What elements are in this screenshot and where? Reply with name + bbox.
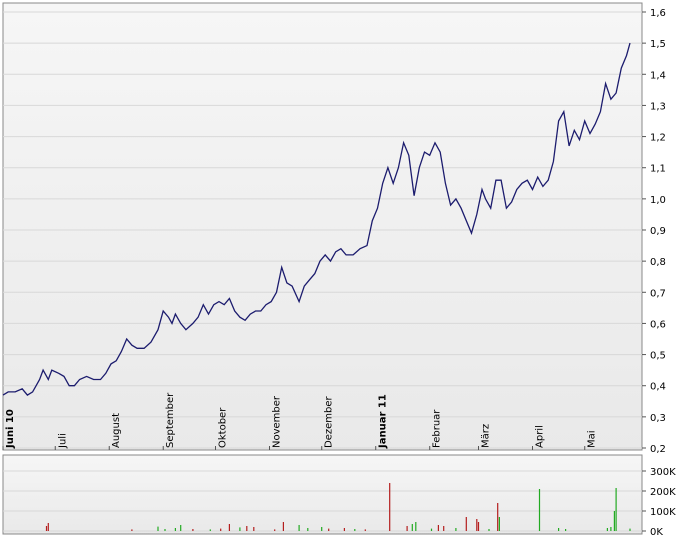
volume-bar — [282, 522, 284, 531]
price-x-tick-label: Mai — [587, 430, 598, 448]
volume-bar — [131, 529, 133, 531]
price-y-tick-label: 0,2 — [650, 444, 666, 455]
volume-bar — [613, 511, 615, 531]
price-grid — [3, 11, 642, 449]
volume-bar — [465, 517, 467, 531]
volume-bar — [321, 527, 323, 531]
price-panel: 0,2 0,3 0,4 0,5 0,6 0,7 0,8 0,9 1,0 1,1 1,2 1,3 1,4 1… — [2, 2, 666, 455]
price-x-tick-label: Juli — [57, 433, 68, 449]
volume-bar — [615, 488, 617, 531]
volume-bar — [411, 524, 413, 531]
volume-bar — [558, 528, 560, 531]
volume-bar — [253, 527, 255, 531]
price-x-tick-label: Juni 10 — [5, 409, 16, 449]
price-y-tick-label: 0,4 — [650, 382, 666, 393]
price-y-tick-label: 1,4 — [650, 70, 666, 81]
volume-bar — [343, 528, 345, 531]
volume-bar — [328, 528, 330, 531]
volume-bar — [406, 526, 408, 531]
price-y-tick-label: 0,8 — [650, 257, 666, 268]
volume-bar — [228, 524, 230, 531]
price-plot-area — [2, 2, 643, 451]
price-x-tick-label: März — [481, 424, 492, 448]
volume-y-tick-label: 100K — [650, 507, 676, 518]
price-y-tick-label: 1,0 — [650, 195, 666, 206]
volume-bar — [565, 529, 567, 531]
volume-bar — [415, 522, 417, 531]
price-y-tick-label: 0,9 — [650, 226, 666, 237]
volume-bar — [606, 528, 608, 531]
volume-plot-area — [2, 454, 643, 535]
volume-bar — [45, 526, 48, 531]
volume-bar — [497, 503, 499, 531]
price-x-tick-label: August — [111, 413, 122, 448]
volume-bar — [307, 528, 309, 531]
price-y-tick-label: 0,6 — [650, 319, 666, 330]
volume-bar — [192, 529, 194, 531]
volume-bar — [157, 526, 159, 531]
volume-bar — [488, 529, 490, 531]
volume-grid — [3, 470, 642, 532]
price-y-tick-label: 0,5 — [650, 351, 666, 362]
volume-bar — [209, 529, 211, 531]
volume-bar — [430, 528, 433, 531]
volume-bar — [298, 525, 300, 531]
price-y-tick-label: 1,3 — [650, 101, 666, 112]
price-y-axis: 0,2 0,3 0,4 0,5 0,6 0,7 0,8 0,9 1,0 1,1 1,2 1,3 1,4 1… — [642, 8, 666, 455]
volume-bar — [239, 527, 241, 531]
volume-bar — [476, 519, 478, 531]
volume-bar — [364, 529, 366, 531]
price-x-axis: Juni 10 Juli August September Oktober Novembe… — [2, 392, 598, 450]
price-y-tick-label: 1,5 — [650, 39, 666, 50]
price-x-tick-label: Oktober — [217, 407, 228, 448]
volume-bars — [45, 483, 631, 531]
volume-bar — [180, 525, 182, 531]
volume-bar — [498, 517, 500, 531]
volume-y-tick-label: 0K — [650, 527, 663, 538]
price-x-tick-label: Dezember — [324, 396, 335, 448]
price-y-tick-label: 0,7 — [650, 288, 666, 299]
price-y-tick-label: 0,3 — [650, 413, 666, 424]
price-x-tick-label: Januar 11 — [378, 394, 389, 449]
volume-bar — [164, 529, 166, 531]
price-x-tick-label: November — [271, 395, 282, 448]
volume-y-tick-label: 300K — [650, 467, 676, 478]
volume-bar — [274, 529, 276, 531]
volume-y-tick-label: 200K — [650, 487, 676, 498]
volume-bar — [47, 523, 49, 531]
price-line — [2, 42, 631, 396]
volume-bar — [437, 525, 439, 531]
price-y-tick-label: 1,2 — [650, 133, 666, 144]
volume-bar — [389, 483, 391, 531]
price-x-tick-label: September — [165, 392, 176, 448]
volume-bar — [629, 528, 631, 531]
volume-bar — [455, 528, 457, 531]
price-y-tick-label: 1,6 — [650, 8, 666, 19]
volume-panel: 0K 100K 200K 300K — [2, 454, 676, 538]
volume-bar — [443, 526, 445, 531]
price-x-tick-label: April — [534, 425, 545, 448]
volume-bar — [246, 526, 248, 531]
volume-bar — [477, 522, 480, 531]
volume-y-axis: 0K 100K 200K 300K — [642, 467, 676, 538]
price-y-tick-label: 1,1 — [650, 164, 666, 175]
volume-bar — [174, 528, 176, 531]
volume-bar — [354, 529, 356, 531]
volume-bar — [220, 528, 222, 531]
volume-bar — [538, 489, 541, 531]
volume-bar — [610, 527, 612, 531]
price-x-tick-label: Februar — [432, 409, 443, 448]
